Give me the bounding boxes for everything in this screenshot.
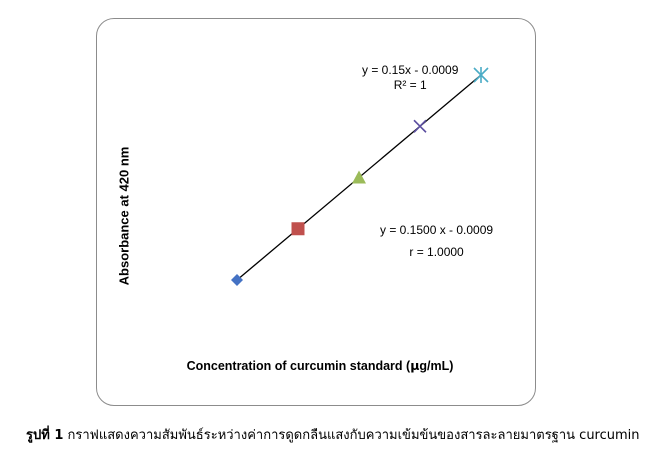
trendline-r-squared: R² = 1 [393,78,427,92]
data-point-5 [473,67,489,83]
x-axis-label-suffix: g/mL) [419,359,454,373]
regression-equation: y = 0.1500 x - 0.0009 [380,223,494,237]
x-axis-label-prefix: Concentration of curcumin standard ( [186,359,411,373]
figure-caption-label: รูปที่ 1 [26,428,64,443]
chart-frame [96,18,536,406]
y-axis-label: Absorbance at 420 nm [116,146,132,286]
data-point-1 [231,274,243,286]
figure-caption-text: กราฟแสดงความสัมพันธ์ระหว่างค่าการดูดกลืน… [63,428,640,443]
figure-caption: รูปที่ 1 กราฟแสดงความสัมพันธ์ระหว่างค่าก… [26,424,640,445]
trendline-equation-annotation: y = 0.15x - 0.0009 R² = 1 [362,63,458,93]
trendline-equation: y = 0.15x - 0.0009 [362,63,459,77]
x-axis-label: Concentration of curcumin standard (µg/m… [187,358,454,373]
data-point-4 [413,119,427,133]
data-point-2 [291,222,305,236]
x-axis-label-mu: µ [410,358,420,373]
regression-annotation: y = 0.1500 x - 0.0009 r = 1.0000 [380,219,493,263]
regression-r-value: r = 1.0000 [409,245,464,259]
data-point-3 [352,170,366,184]
